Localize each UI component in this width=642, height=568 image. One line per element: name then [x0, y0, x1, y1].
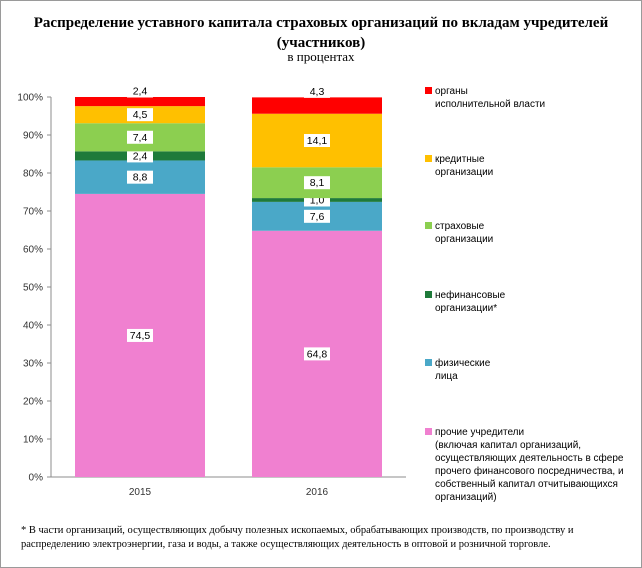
data-label: 74,5: [130, 330, 151, 342]
legend-swatch: [425, 222, 432, 229]
y-tick-label: 100%: [17, 93, 43, 104]
legend-label-line1: кредитные: [435, 154, 485, 165]
data-label: 8,1: [310, 177, 325, 189]
y-tick-label: 20%: [23, 397, 43, 408]
x-category-label: 2016: [306, 487, 329, 498]
y-tick-label: 30%: [23, 359, 43, 370]
data-label-box: [304, 134, 330, 148]
legend-label-line1: страховые: [435, 221, 485, 232]
legend-label-rest: организации*: [435, 303, 498, 314]
data-label-box: [127, 84, 153, 98]
chart-title: Распределение уставного капитала страхов…: [33, 15, 609, 51]
data-label: 2,4: [133, 86, 148, 98]
legend-swatch: [425, 291, 432, 298]
legend-label-rest: лица: [435, 371, 458, 382]
legend-label-rest: организации: [435, 234, 494, 245]
legend-label-rest: организации: [435, 167, 494, 178]
data-label-box: [304, 84, 330, 98]
legend-swatch: [425, 359, 432, 366]
legend-label-line1: нефинансовые: [435, 290, 506, 301]
data-label: 14,1: [307, 135, 328, 147]
legend-label-rest: (включая капитал организаций, осуществля…: [435, 440, 624, 503]
data-label: 64,8: [307, 348, 328, 360]
y-tick-label: 50%: [23, 283, 43, 294]
data-label: 4,3: [310, 86, 325, 98]
data-label-box: [127, 328, 153, 342]
data-label-box: [304, 347, 330, 361]
data-label: 7,4: [133, 132, 148, 144]
legend-label-line1: прочие учредители: [435, 427, 525, 438]
bar-segment: [75, 97, 205, 107]
legend-swatch: [425, 87, 432, 94]
legend-swatch: [425, 155, 432, 162]
x-category-label: 2015: [129, 487, 152, 498]
y-tick-label: 0%: [29, 473, 44, 484]
data-label-box: [127, 130, 153, 144]
legend-swatch: [425, 428, 432, 435]
data-label-box: [127, 149, 153, 163]
y-tick-label: 40%: [23, 321, 43, 332]
data-label: 7,6: [310, 211, 325, 223]
legend-label-line1: физические: [435, 358, 491, 369]
data-label-box: [127, 108, 153, 122]
chart-subtitle: в процентах: [287, 49, 355, 64]
footnote: * В части организаций, осуществляющих до…: [21, 525, 574, 550]
stacked-bar-chart: 0% 10% 20% 30% 40% 50% 60% 70% 80% 90% 100% 74,5 8,8…: [17, 84, 406, 498]
legend-label-rest: исполнительной власти: [435, 99, 546, 110]
y-tick-label: 10%: [23, 435, 43, 446]
legend-label-line1: органы: [435, 86, 468, 97]
data-label: 2,4: [133, 150, 148, 162]
data-label-box: [127, 170, 153, 184]
data-label-box: [304, 209, 330, 223]
data-label-box: [304, 176, 330, 190]
y-tick-label: 60%: [23, 245, 43, 256]
bar-segment: [252, 97, 382, 114]
y-tick-label: 80%: [23, 169, 43, 180]
y-tick-label: 90%: [23, 131, 43, 142]
data-label: 4,5: [133, 109, 148, 121]
data-label: 8,8: [133, 172, 148, 184]
y-tick-label: 70%: [23, 207, 43, 218]
